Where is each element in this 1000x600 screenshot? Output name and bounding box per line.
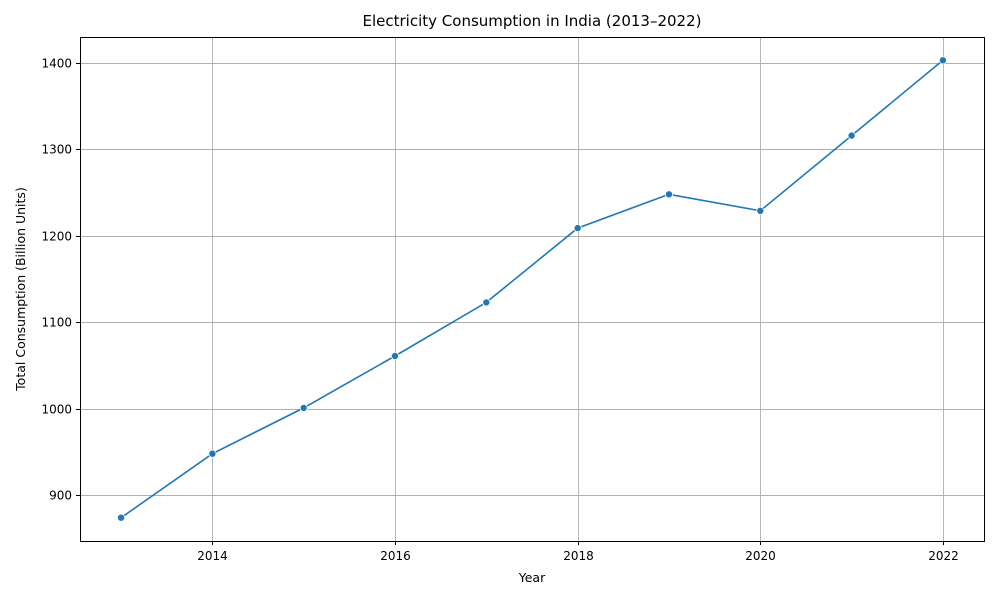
x-tick-label: 2020 — [745, 549, 776, 563]
series-line — [120, 59, 944, 519]
data-point — [390, 351, 399, 360]
chart-title: Electricity Consumption in India (2013–2… — [363, 12, 702, 30]
data-point — [299, 403, 308, 412]
x-tick-label: 2018 — [563, 549, 594, 563]
data-point — [665, 190, 674, 199]
x-tick-label: 2022 — [928, 549, 959, 563]
data-point — [938, 56, 947, 65]
x-axis-label: Year — [518, 570, 546, 585]
y-tick-label: 1200 — [41, 230, 72, 244]
y-tick-label: 900 — [49, 489, 72, 503]
y-tick-label: 1400 — [41, 57, 72, 71]
plot-frame — [80, 37, 985, 542]
y-tick-label: 1000 — [41, 403, 72, 417]
data-point — [117, 513, 126, 522]
axis-ticks: 2014 2016 2018 2020 2022 900 1000 1100 1200 1300 1… — [41, 57, 958, 564]
data-point — [756, 206, 765, 215]
x-tick-label: 2016 — [380, 549, 411, 563]
data-point — [208, 449, 217, 458]
y-tick-label: 1300 — [41, 143, 72, 157]
grid-lines — [80, 37, 984, 541]
plot-area — [117, 56, 947, 522]
y-axis-label: Total Consumption (Billion Units) — [13, 187, 28, 392]
x-tick-label: 2014 — [197, 549, 228, 563]
data-point — [573, 224, 582, 233]
data-point — [847, 131, 856, 140]
data-point — [482, 298, 491, 307]
y-tick-label: 1100 — [41, 316, 72, 330]
